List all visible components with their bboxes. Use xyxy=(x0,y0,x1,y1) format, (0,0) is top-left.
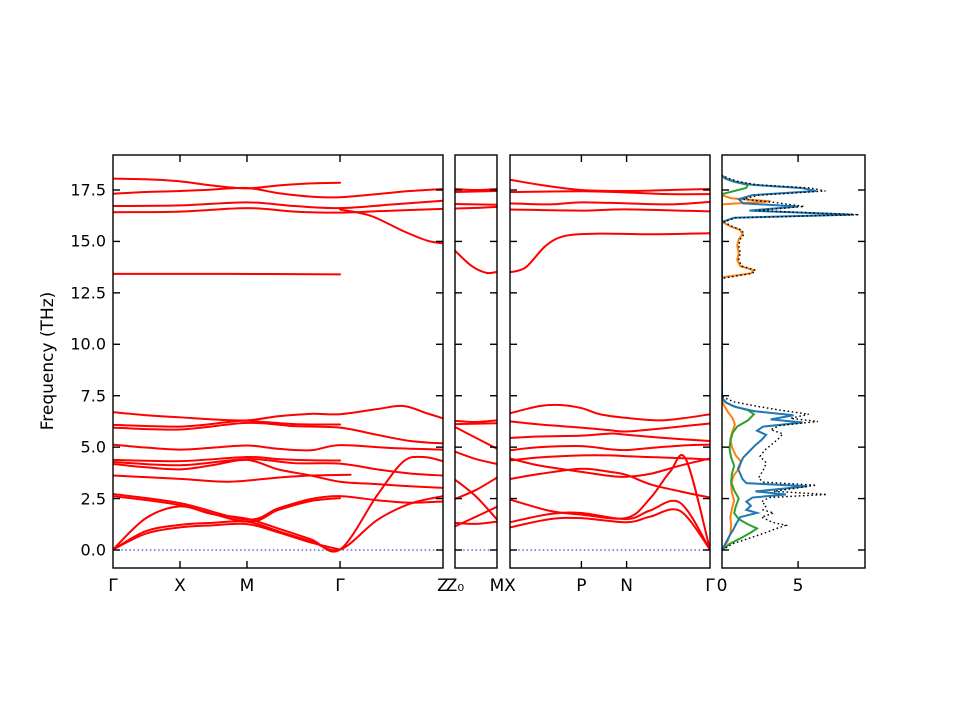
phonon-band xyxy=(455,419,497,424)
phonon-band xyxy=(113,421,443,445)
phonon-band xyxy=(455,450,497,466)
phonon-band xyxy=(510,403,710,422)
phonon-band xyxy=(510,467,710,499)
panel-frame xyxy=(721,154,866,569)
panel-frame xyxy=(509,154,711,569)
phonon-band xyxy=(113,455,443,553)
phonon-band xyxy=(113,473,352,483)
phonon-band xyxy=(510,432,710,442)
y-tick-label: 10.0 xyxy=(70,334,106,354)
phonon-band xyxy=(455,505,497,528)
x-tick-label: M xyxy=(489,576,505,596)
phonon-band xyxy=(510,443,710,452)
x-tick-label: M xyxy=(239,576,255,596)
phonon-band xyxy=(113,495,443,552)
phonon-band xyxy=(113,458,443,489)
phonon-band xyxy=(113,458,443,477)
y-tick-label: 15.0 xyxy=(70,231,106,251)
y-tick-label: 7.5 xyxy=(80,386,106,406)
phonon-band xyxy=(113,522,342,551)
phonon-band xyxy=(113,455,342,463)
phonon-band xyxy=(113,186,443,199)
phonon-band xyxy=(455,187,497,192)
phonon-band xyxy=(510,190,710,196)
phonon-band xyxy=(510,499,710,551)
phonon-band xyxy=(113,495,342,523)
phonon-band xyxy=(510,420,710,433)
phonon-band xyxy=(510,232,710,274)
x-tick-label: X xyxy=(504,576,516,596)
panel-frame xyxy=(454,154,498,569)
pdos-green xyxy=(722,174,760,551)
x-tick-label: P xyxy=(576,576,587,596)
phonon-band xyxy=(113,493,443,521)
phonon-band xyxy=(510,200,710,206)
panel-frame xyxy=(112,154,444,569)
panel-bands-x-p-n-gamma xyxy=(510,178,710,551)
phonon-band xyxy=(455,205,497,210)
y-tick-label: 17.5 xyxy=(70,180,106,200)
phonon-band xyxy=(339,208,443,245)
panel-bands-z0-m xyxy=(455,187,497,551)
total-dos xyxy=(722,174,859,551)
phonon-band xyxy=(113,404,443,422)
phonon-band xyxy=(113,199,443,210)
phonon-band xyxy=(455,190,497,194)
y-tick-label: 5.0 xyxy=(80,437,106,457)
x-tick-label: Z₀ xyxy=(445,576,465,596)
phonon-band xyxy=(113,419,342,428)
panel-bands-gamma-x-m-gamma-z xyxy=(113,177,443,553)
panel-dos xyxy=(722,174,859,551)
phonon-band xyxy=(510,457,710,478)
phonon-band xyxy=(510,508,710,551)
x-tick-label: N xyxy=(620,576,633,596)
phonon-band xyxy=(455,478,497,521)
y-tick-label: 12.5 xyxy=(70,283,106,303)
phonon-band xyxy=(455,476,497,500)
phonon-band xyxy=(455,249,497,275)
x-tick-label: 5 xyxy=(792,576,804,596)
x-tick-label: Γ xyxy=(108,576,118,596)
x-tick-label: Γ xyxy=(335,576,345,596)
x-tick-label: Γ xyxy=(705,576,715,596)
phonon-band xyxy=(510,454,710,462)
x-tick-label: 0 xyxy=(716,576,728,596)
y-tick-label: 0.0 xyxy=(80,540,106,560)
phonon-band xyxy=(455,202,497,206)
phonon-band xyxy=(510,208,710,213)
y-axis-label: Frequency (THz) xyxy=(38,291,58,431)
x-tick-label: X xyxy=(174,576,186,596)
x-tick-label: Z xyxy=(437,576,449,596)
pdos-blue xyxy=(722,174,853,551)
phonon-band xyxy=(455,425,497,450)
phonon-band xyxy=(510,178,710,193)
phonon-band xyxy=(113,177,342,190)
phonon-band xyxy=(455,422,497,426)
y-tick-label: 2.5 xyxy=(80,489,106,509)
phonon-band xyxy=(113,443,443,452)
phonon-band xyxy=(113,207,443,214)
phonon-band xyxy=(510,454,710,551)
